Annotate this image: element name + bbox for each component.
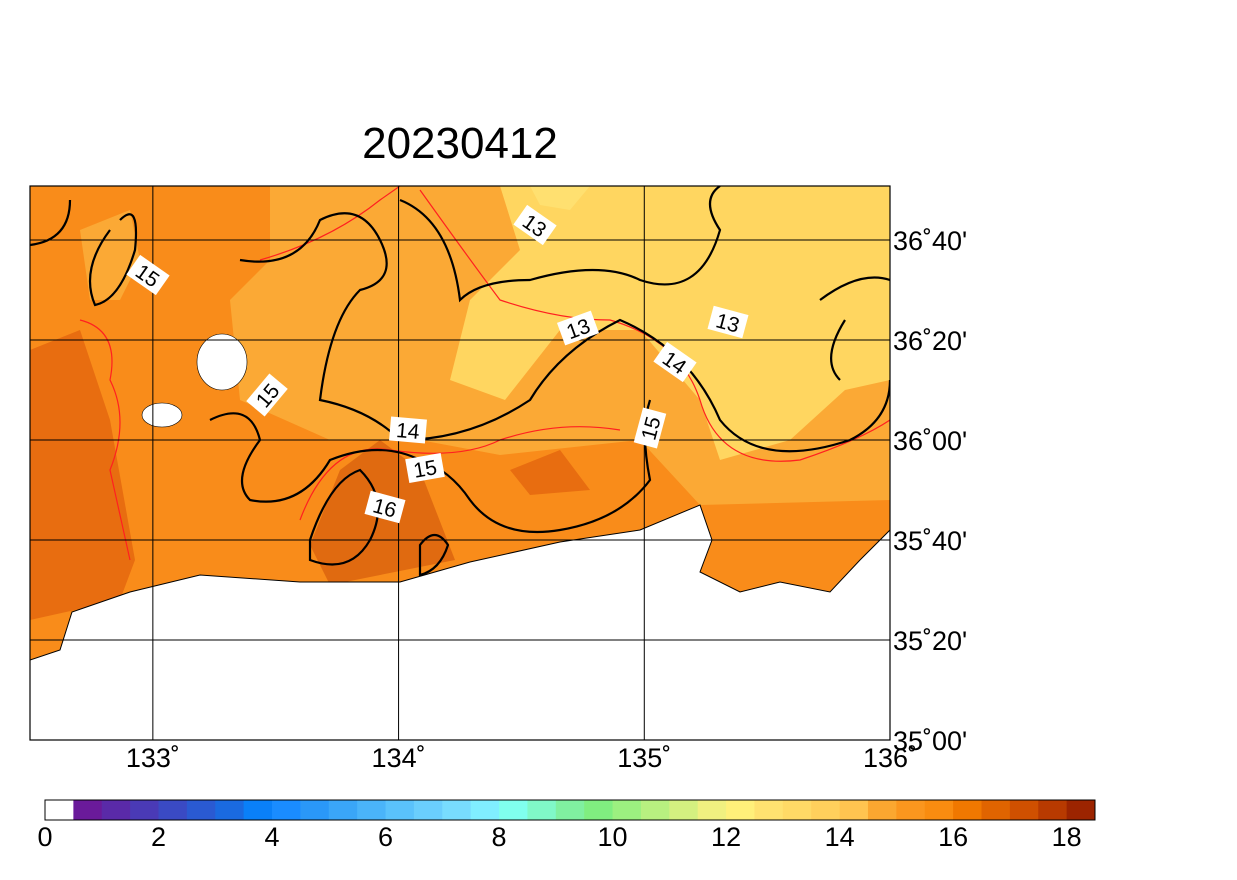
contour-label-text: 14: [395, 419, 421, 444]
lat-tick-label: 36˚40': [893, 226, 967, 256]
colorbar-tick-label: 18: [1052, 822, 1082, 852]
colorbar: 0 2 4 6 8 10 12 14 16 18: [37, 799, 1096, 852]
colorbar-box: [442, 800, 472, 820]
colorbar-tick-label: 16: [938, 822, 968, 852]
contour: [819, 276, 890, 381]
map-field: [30, 186, 890, 740]
colorbar-box: [640, 800, 670, 820]
colorbar-box: [669, 800, 699, 820]
colorbar-box: [1066, 800, 1096, 820]
colorbar-box: [243, 800, 273, 820]
colorbar-box: [272, 800, 301, 820]
colorbar-box: [754, 800, 784, 820]
colorbar-box: [130, 800, 160, 820]
contour-label-box: [556, 310, 600, 346]
colorbar-box: [896, 800, 926, 820]
colorbar-tick-label: 12: [711, 822, 741, 852]
contour-label-box: [364, 490, 406, 524]
contour-label-box: [513, 204, 557, 246]
colorbar-box: [527, 800, 557, 820]
colorbar-box: [612, 800, 642, 820]
contour-label-text: 15: [412, 456, 439, 483]
field-16: [30, 330, 135, 620]
colorbar-box: [215, 800, 245, 820]
colorbar-box: [158, 800, 188, 820]
colorbar-tick-label: 8: [492, 822, 507, 852]
lon-tick-label: 136˚: [863, 743, 917, 773]
contour-label: 13: [707, 305, 749, 339]
title: 20230412: [362, 119, 558, 168]
contour-label-box: [633, 407, 667, 449]
colorbar-tick-label: 0: [37, 822, 52, 852]
colorbar-box: [584, 800, 614, 820]
field-13: [450, 186, 890, 460]
island: [196, 333, 248, 391]
colorbar-box: [357, 800, 387, 820]
map-frame: [29, 185, 891, 741]
grid: [30, 186, 890, 740]
colorbar-box: [1038, 800, 1068, 820]
colorbar-frame: [44, 799, 1096, 821]
lon-tick-label: 133˚: [126, 743, 180, 773]
lat-tick-label: 35˚00': [893, 726, 967, 756]
contour-label: 15: [405, 453, 445, 483]
contour-label-box: [389, 416, 427, 444]
colorbar-box: [782, 800, 812, 820]
colorbar-tick-label: 10: [598, 822, 628, 852]
contour-label-box: [405, 453, 445, 483]
colorbar-tick-label: 2: [151, 822, 166, 852]
colorbar-box: [953, 800, 982, 820]
lon-tick-label: 135˚: [617, 743, 671, 773]
colorbar-box: [186, 800, 216, 820]
colorbar-box: [697, 800, 727, 820]
colorbar-box: [45, 800, 74, 820]
colorbar-tick-label: 14: [825, 822, 855, 852]
colorbar-box: [924, 800, 954, 820]
colorbar-box: [726, 800, 755, 820]
colorbar-box: [839, 800, 869, 820]
colorbar-tick-label: 6: [378, 822, 393, 852]
lat-tick-label: 35˚20': [893, 626, 967, 656]
contour-label-box: [126, 254, 170, 296]
colorbar-tick-label: 4: [265, 822, 280, 852]
colorbar-box: [811, 800, 841, 820]
lat-tick-label: 36˚20': [893, 326, 967, 356]
axes: 133˚ 134˚ 135˚ 136˚35˚00' 35˚20' 35˚40' 36˚00'…: [126, 226, 967, 773]
colorbar-box: [101, 800, 131, 820]
colorbar-box: [981, 800, 1011, 820]
colorbar-box: [470, 800, 500, 820]
contour-label-box: [246, 373, 288, 417]
colorbar-box: [413, 800, 443, 820]
contour-label: 14: [389, 416, 427, 444]
contour: [30, 199, 138, 307]
colorbar-box: [73, 800, 103, 820]
contour: [418, 533, 450, 577]
contour: [399, 186, 722, 303]
contour-red: [79, 319, 131, 561]
colorbar-box: [1009, 800, 1039, 820]
contour-label-box: [707, 305, 749, 339]
lat-tick-label: 36˚00': [893, 426, 967, 456]
field-16: [510, 450, 590, 495]
colorbar-box: [385, 800, 415, 820]
colorbar-box: [328, 800, 358, 820]
colorbar-box: [555, 800, 585, 820]
field-12: [530, 186, 590, 210]
colorbar-box: [499, 800, 528, 820]
lon-tick-label: 134˚: [372, 743, 426, 773]
contour-red: [299, 426, 621, 521]
contour-label-box: [653, 341, 697, 383]
colorbar-box: [867, 800, 897, 820]
colorbar-box: [300, 800, 330, 820]
lat-tick-label: 35˚40': [893, 526, 967, 556]
island: [141, 402, 183, 428]
